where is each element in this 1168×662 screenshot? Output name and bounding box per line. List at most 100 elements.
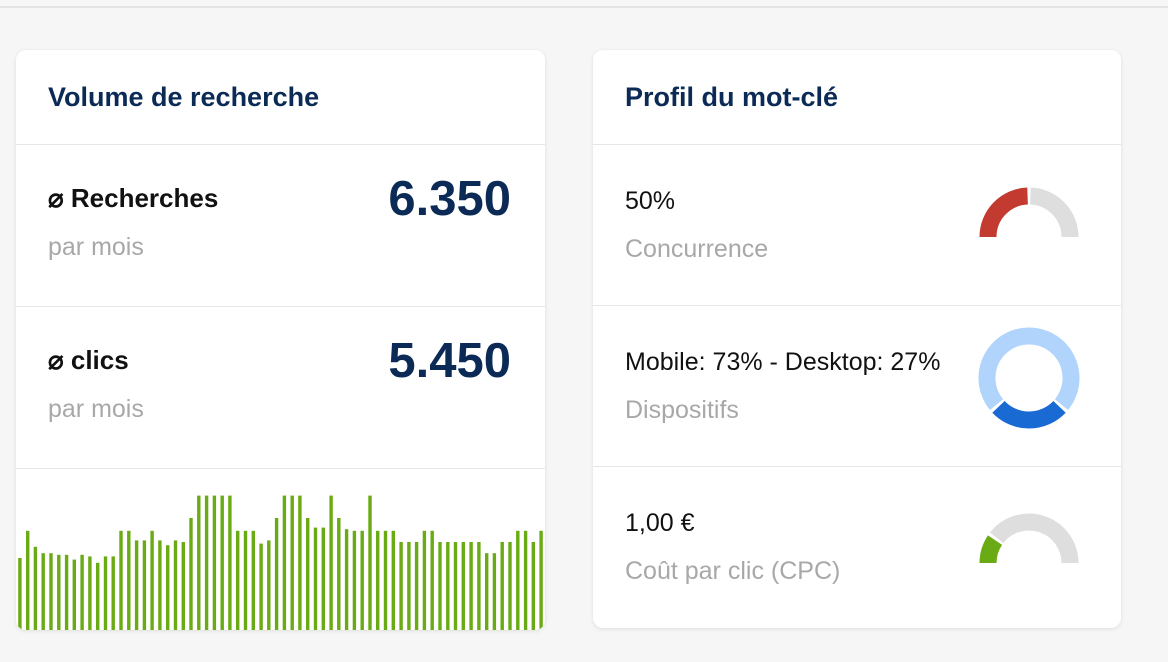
trend-bar (321, 527, 325, 630)
trend-bar (360, 530, 364, 630)
trend-bar (80, 554, 84, 630)
competition-row: 50% Concurrence (593, 145, 1121, 306)
trend-bar (267, 540, 271, 630)
trend-bar (243, 530, 248, 630)
trend-bar (508, 542, 512, 630)
searches-label: ⌀ Recherches (48, 183, 219, 213)
trend-bar (516, 530, 520, 630)
trend-bar (344, 529, 349, 630)
trend-bar (477, 542, 481, 630)
trend-bar (368, 495, 372, 630)
trend-bar (166, 545, 170, 630)
trend-bar (461, 542, 465, 630)
devices-mobile-arc (978, 327, 1080, 411)
devices-donut-icon (978, 327, 1080, 429)
trend-bar (64, 554, 69, 630)
competition-value: 50% (625, 187, 676, 215)
trend-bar (414, 542, 419, 630)
trend-bar (282, 495, 287, 630)
trend-bar (352, 530, 357, 630)
trend-bar (259, 543, 263, 630)
trend-bar (220, 495, 224, 630)
trend-bar (531, 542, 535, 630)
devices-value: Mobile: 73% - Desktop: 27% (625, 348, 941, 376)
trend-bar (446, 542, 450, 630)
trend-bar (173, 540, 178, 630)
cpc-gauge-track (989, 513, 1079, 564)
trend-bar (376, 530, 380, 630)
searches-sub: par mois (48, 233, 144, 261)
cpc-gauge-fill (979, 535, 1003, 564)
trend-bar (539, 530, 543, 630)
trend-bar (251, 530, 255, 630)
trend-bar (391, 530, 395, 630)
trend-bar (127, 530, 131, 630)
keyword-profile-header: Profil du mot-clé (593, 50, 1121, 145)
top-divider (0, 6, 1168, 8)
trend-bar (469, 542, 473, 630)
devices-desktop-arc (992, 400, 1066, 429)
trend-bar (189, 518, 193, 630)
trend-bar (399, 542, 403, 630)
searches-value: 6.350 (388, 172, 511, 226)
trend-bar (453, 542, 458, 630)
trend-bar (18, 558, 22, 630)
clicks-sub: par mois (48, 395, 144, 423)
cpc-gauge-icon (979, 513, 1079, 564)
keyword-profile-card: Profil du mot-clé 50% Concurrence Mobile… (593, 50, 1121, 628)
devices-row: Mobile: 73% - Desktop: 27% Dispositifs (593, 306, 1121, 467)
trend-bar (111, 556, 115, 630)
trend-bar (212, 495, 217, 630)
trend-bar (103, 556, 108, 630)
searches-row: ⌀ Recherches par mois 6.350 (16, 145, 545, 307)
trend-bar (485, 553, 489, 630)
trend-bar (204, 495, 209, 630)
trend-bar (57, 554, 61, 630)
trend-bar (430, 530, 434, 630)
trend-bar (329, 495, 333, 630)
trend-bar (72, 559, 76, 630)
trend-bar (274, 518, 279, 630)
trend-bar (438, 542, 442, 630)
trend-bar (33, 546, 38, 630)
trend-bar (150, 530, 154, 630)
trend-bar (523, 530, 528, 630)
competition-gauge-track (1029, 187, 1079, 238)
cpc-value: 1,00 € (625, 509, 695, 537)
devices-label: Dispositifs (625, 396, 739, 424)
keyword-profile-title: Profil du mot-clé (625, 81, 839, 112)
trend-bar (290, 495, 294, 630)
trend-bar (41, 553, 45, 630)
trend-bar (96, 562, 100, 630)
trend-bar (422, 530, 427, 630)
trend-bar (119, 530, 123, 630)
trend-bar (383, 530, 388, 630)
cpc-row: 1,00 € Coût par clic (CPC) (593, 467, 1121, 628)
trend-bar (228, 495, 232, 630)
clicks-value: 5.450 (388, 334, 511, 388)
trend-bar (142, 540, 147, 630)
search-trend-chart (16, 469, 545, 630)
cpc-label: Coût par clic (CPC) (625, 557, 841, 585)
trend-bar (313, 527, 318, 630)
trend-bar (407, 542, 411, 630)
trend-bar (49, 553, 53, 630)
clicks-label: ⌀ clics (48, 345, 129, 375)
trend-bar (88, 556, 92, 630)
trend-bar (306, 518, 310, 630)
search-volume-header: Volume de recherche (16, 50, 545, 145)
search-trend-svg (18, 495, 543, 630)
trend-bar (492, 553, 497, 630)
competition-gauge-icon (979, 187, 1079, 238)
trend-bar (197, 495, 201, 630)
trend-bar (181, 542, 185, 630)
clicks-row: ⌀ clics par mois 5.450 (16, 307, 545, 469)
trend-bar (500, 542, 504, 630)
trend-bar (236, 530, 240, 630)
trend-bar (134, 540, 139, 630)
trend-bar (337, 518, 341, 630)
trend-bar (298, 495, 302, 630)
competition-label: Concurrence (625, 235, 769, 263)
search-volume-card: Volume de recherche ⌀ Recherches par moi… (16, 50, 545, 630)
competition-gauge-fill (979, 187, 1029, 238)
